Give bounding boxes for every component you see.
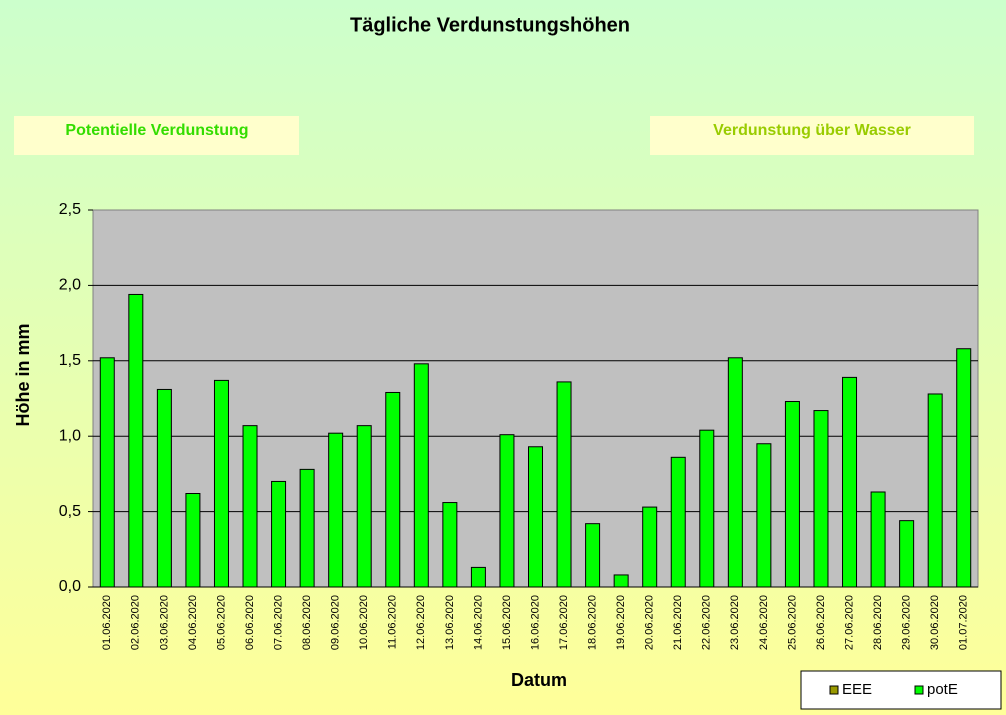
y-tick-label: 1,5	[59, 352, 81, 369]
y-tick-label: 0,0	[59, 578, 81, 595]
bar	[556, 381, 572, 588]
y-tick-label: 0,5	[59, 503, 81, 520]
x-tick-label: 09.06.2020	[330, 595, 342, 650]
bar	[99, 357, 115, 588]
x-tick-label: 17.06.2020	[558, 595, 570, 650]
x-tick-label: 23.06.2020	[729, 595, 741, 650]
bar	[613, 574, 629, 588]
x-tick-label: 03.06.2020	[158, 595, 170, 650]
bar	[585, 523, 601, 588]
x-tick-label: 01.06.2020	[101, 595, 113, 650]
bar	[956, 348, 972, 588]
y-tick-label: 1,0	[59, 427, 81, 444]
bar	[213, 379, 229, 588]
x-tick-label: 02.06.2020	[130, 595, 142, 650]
x-tick-label: 11.06.2020	[387, 595, 399, 649]
x-tick-label: 19.06.2020	[615, 595, 627, 650]
bar	[185, 493, 201, 588]
annotation: Verdunstung über Wasser	[713, 122, 911, 139]
x-tick-label: 14.06.2020	[472, 595, 484, 650]
bar	[670, 456, 686, 588]
x-tick-label: 10.06.2020	[358, 595, 370, 650]
bar	[499, 434, 515, 588]
x-tick-label: 18.06.2020	[587, 595, 599, 650]
legend-swatch	[829, 685, 839, 695]
x-tick-label: 30.06.2020	[929, 595, 941, 650]
annotation-box	[14, 116, 299, 155]
x-tick-label: 08.06.2020	[301, 595, 313, 650]
bar	[470, 566, 486, 588]
x-tick-label: 21.06.2020	[672, 595, 684, 650]
bar	[385, 391, 401, 588]
bar	[299, 468, 315, 588]
x-tick-label: 26.06.2020	[815, 595, 827, 650]
x-tick-label: 20.06.2020	[644, 595, 656, 650]
x-tick-label: 15.06.2020	[501, 595, 513, 650]
x-tick-label: 24.06.2020	[758, 595, 770, 650]
bar	[242, 425, 258, 588]
bar	[699, 429, 715, 588]
x-tick-label: 27.06.2020	[843, 595, 855, 650]
bar	[870, 491, 886, 588]
bar	[128, 293, 144, 588]
y-tick-label: 2,5	[59, 201, 81, 218]
bar	[784, 401, 800, 588]
bar	[642, 506, 658, 588]
x-tick-label: 16.06.2020	[529, 595, 541, 650]
x-tick-label: 12.06.2020	[415, 595, 427, 650]
annotation-box	[650, 116, 974, 155]
bar	[413, 363, 429, 588]
bar	[528, 446, 543, 588]
bar	[328, 432, 344, 588]
y-tick-label: 2,0	[59, 277, 81, 294]
bar	[156, 388, 172, 588]
bar	[356, 425, 372, 588]
x-tick-label: 25.06.2020	[786, 595, 798, 650]
x-tick-label: 05.06.2020	[215, 595, 227, 650]
x-tick-label: 06.06.2020	[244, 595, 256, 650]
y-axis-label: Höhe in mm	[13, 323, 33, 426]
bar	[899, 520, 915, 588]
legend-label: potE	[927, 681, 958, 698]
legend-swatch	[914, 685, 924, 695]
chart-title: Tägliche Verdunstungshöhen	[350, 14, 630, 36]
bar	[927, 393, 943, 588]
x-tick-label: 28.06.2020	[872, 595, 884, 650]
x-tick-label: 13.06.2020	[444, 595, 456, 650]
bar	[756, 443, 772, 588]
x-tick-label: 01.07.2020	[958, 595, 970, 650]
x-tick-label: 07.06.2020	[272, 595, 284, 650]
bar	[842, 376, 858, 588]
bar	[271, 480, 287, 588]
bar	[727, 357, 743, 588]
x-axis-label: Datum	[511, 670, 567, 690]
x-tick-label: 04.06.2020	[187, 595, 199, 650]
annotation: Potentielle Verdunstung	[65, 122, 248, 139]
bar	[813, 410, 829, 588]
x-tick-label: 29.06.2020	[901, 595, 913, 650]
x-tick-label: 22.06.2020	[701, 595, 713, 650]
bar	[442, 502, 458, 588]
legend-label: EEE	[842, 681, 872, 698]
